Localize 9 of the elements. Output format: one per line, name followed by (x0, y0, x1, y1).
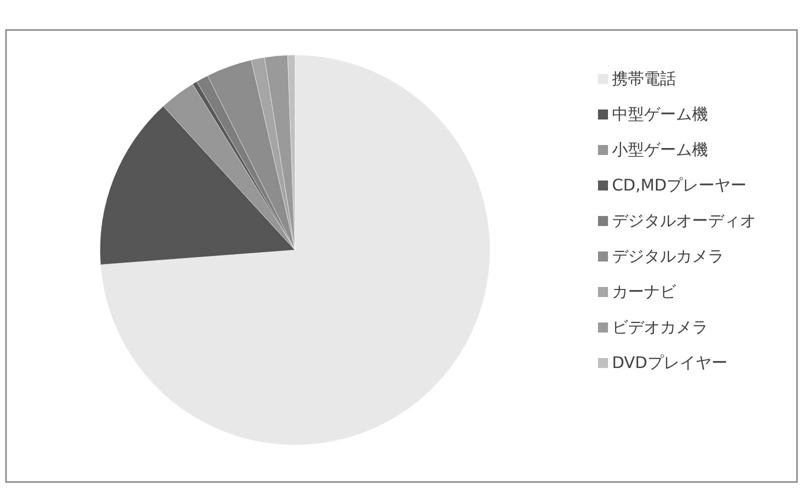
legend-label: デジタルカメラ (612, 246, 724, 266)
legend-label: 中型ゲーム機 (612, 104, 708, 124)
legend-label: CD,MDプレーヤー (612, 176, 747, 194)
legend-label: ビデオカメラ (612, 318, 708, 336)
legend-label: DVDプレイヤー (612, 353, 728, 372)
legend-label: デジタルオーディオ (612, 211, 756, 230)
legend-label: カーナビ (612, 282, 677, 301)
legend-label: 小型ゲーム機 (612, 140, 708, 159)
legend-label: 携帯電話 (612, 69, 676, 88)
